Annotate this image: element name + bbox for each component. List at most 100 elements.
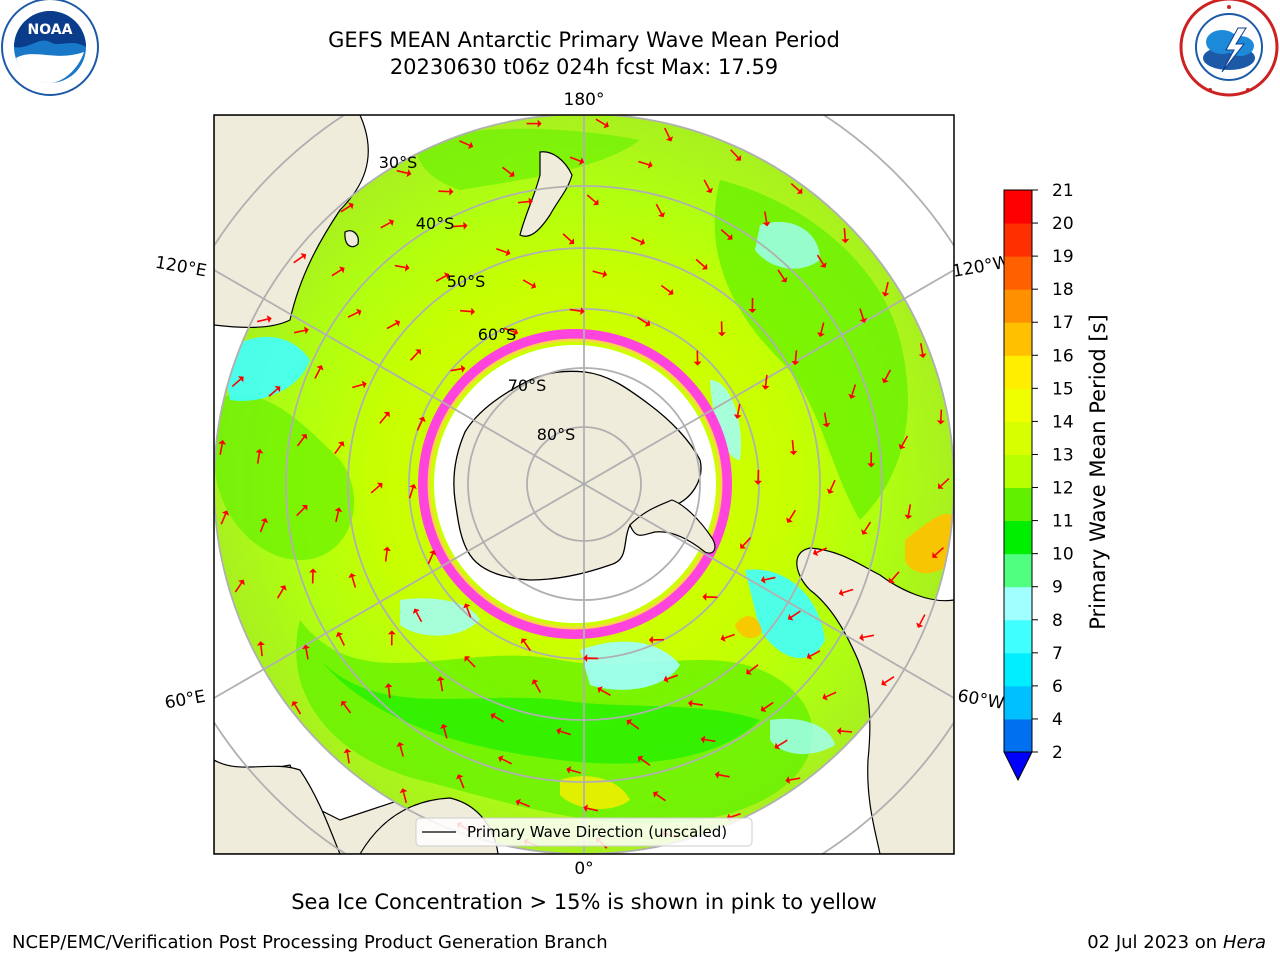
- wave-arrow-head: [440, 723, 448, 729]
- colorbar-tick-label: 21: [1052, 181, 1074, 201]
- wave-arrow-head: [291, 701, 299, 707]
- wave-arrow-shaft: [340, 205, 351, 213]
- wave-arrow-head: [513, 328, 519, 336]
- wave-arrow-head: [274, 386, 281, 393]
- wave-arrow-head: [238, 579, 245, 586]
- wave-arrow-shaft: [729, 812, 741, 819]
- wave-arrow-head: [838, 588, 844, 597]
- wave-arrow-shaft: [742, 537, 752, 547]
- wave-arrow-head: [334, 507, 343, 513]
- wave-arrow-head: [383, 411, 390, 418]
- wave-arrow-shaft: [379, 414, 388, 424]
- wave-arrow-shaft: [501, 758, 513, 765]
- lon-label-60e: 60°E: [163, 687, 207, 714]
- wave-arrow-head: [592, 199, 599, 206]
- wave-arrow-head: [308, 568, 317, 573]
- colorbar-tick-label: 14: [1052, 412, 1074, 432]
- wave-arrow-head: [720, 634, 726, 642]
- wave-arrow-shaft: [293, 255, 304, 264]
- wave-arrow-head: [583, 804, 589, 813]
- wave-arrow-head: [822, 422, 831, 428]
- wave-arrow-shaft: [667, 674, 678, 680]
- wave-arrow-shaft: [764, 211, 768, 223]
- wave-arrow-shaft: [296, 436, 305, 447]
- wave-arrow-shaft: [595, 118, 606, 126]
- colorbar-tick-label: 13: [1052, 445, 1074, 465]
- wave-arrow-head: [301, 504, 308, 511]
- wave-arrow-shaft: [256, 452, 261, 464]
- wave-arrow-head: [748, 308, 757, 313]
- wave-arrow-shaft: [891, 571, 900, 581]
- wave-arrow-head: [339, 266, 345, 274]
- period-patch-cyan-6: [710, 380, 741, 460]
- wave-arrow-shaft: [842, 588, 854, 594]
- footer-date-text: 02 Jul 2023 on: [1087, 932, 1223, 953]
- colorbar-tick-label: 16: [1052, 346, 1074, 366]
- wave-arrow-head: [714, 770, 720, 779]
- wave-arrow-shaft: [790, 610, 801, 618]
- sea-ice-caption: Sea Ice Concentration > 15% is shown in …: [291, 890, 877, 914]
- colorbar-tick-label: 10: [1052, 545, 1074, 565]
- wave-arrow-head: [505, 248, 511, 257]
- wave-arrow-shaft: [314, 368, 321, 379]
- wave-arrow-shaft: [394, 264, 406, 269]
- wave-arrow-shaft: [704, 738, 716, 743]
- colorbar-tick-label: 18: [1052, 280, 1074, 300]
- wave-arrow-shaft: [450, 368, 462, 372]
- wave-arrow-shaft: [569, 769, 581, 774]
- wave-arrow-shaft: [816, 547, 828, 554]
- wave-arrow-shaft: [386, 322, 397, 330]
- wave-arrow-shaft: [256, 318, 268, 323]
- wave-arrow-head: [647, 160, 653, 169]
- wave-arrow-head: [255, 448, 264, 454]
- wave-arrow-shaft: [352, 383, 364, 389]
- lat-label-30s: 30°S: [379, 153, 418, 172]
- period-band-green-4: [215, 394, 355, 560]
- wave-arrow-head: [221, 510, 230, 516]
- wave-arrow-head: [881, 377, 889, 384]
- wave-arrow-shaft: [569, 156, 581, 162]
- colorbar-tick-label: 19: [1052, 247, 1074, 267]
- period-band-green-2: [320, 660, 760, 764]
- wave-arrow-head: [279, 585, 287, 591]
- colorbar-segment: [1004, 553, 1032, 588]
- footer-date: 02 Jul 2023 on Hera: [1087, 932, 1266, 953]
- wave-arrow-head: [470, 307, 476, 316]
- wave-arrow-shaft: [884, 676, 895, 684]
- wave-arrow-shaft: [409, 351, 419, 361]
- wave-arrow-head: [603, 121, 609, 129]
- wave-arrow-shaft: [884, 281, 889, 293]
- wave-arrow-head: [644, 319, 651, 327]
- wave-arrow-head: [348, 202, 354, 210]
- colorbar-segment: [1004, 322, 1032, 356]
- wave-arrow-shaft: [859, 308, 865, 320]
- wave-arrow-head: [399, 788, 408, 794]
- wave-arrow-head: [639, 238, 646, 246]
- wave-arrow-shaft: [664, 127, 671, 139]
- wave-arrow-head: [556, 727, 562, 735]
- wave-arrow-head: [658, 211, 666, 218]
- wave-arrow-head: [340, 700, 348, 707]
- wave-arrow-head: [774, 742, 781, 750]
- wave-arrow-head: [726, 233, 733, 240]
- legend-label: Primary Wave Direction (unscaled): [467, 823, 727, 841]
- wave-arrow-shaft: [829, 479, 836, 491]
- wave-arrow-shaft: [637, 316, 648, 324]
- wave-arrow-head: [530, 281, 537, 289]
- wave-arrow-head: [343, 748, 352, 754]
- wave-arrow-head: [387, 630, 396, 635]
- wave-arrow-shaft: [268, 388, 278, 397]
- wave-arrow-shaft: [655, 793, 666, 802]
- wave-arrow-head: [304, 326, 309, 335]
- colorbar-segment: [1004, 454, 1032, 489]
- period-patch-cyan-7: [770, 718, 835, 755]
- colorbar-segment: [1004, 619, 1032, 654]
- colorbar: 2 4 6 7 8 9 10 11 12 13 14 15 16 17 18 19 20 21: [1003, 181, 1074, 782]
- wave-arrow-shaft: [380, 221, 391, 229]
- colorbar-segment: [1004, 256, 1032, 290]
- wave-arrow-head: [602, 270, 608, 278]
- period-patch-cyan-1: [222, 336, 310, 401]
- wave-arrow-head: [867, 463, 876, 468]
- wave-arrow-shaft: [439, 680, 444, 692]
- wave-arrow-head: [583, 654, 588, 663]
